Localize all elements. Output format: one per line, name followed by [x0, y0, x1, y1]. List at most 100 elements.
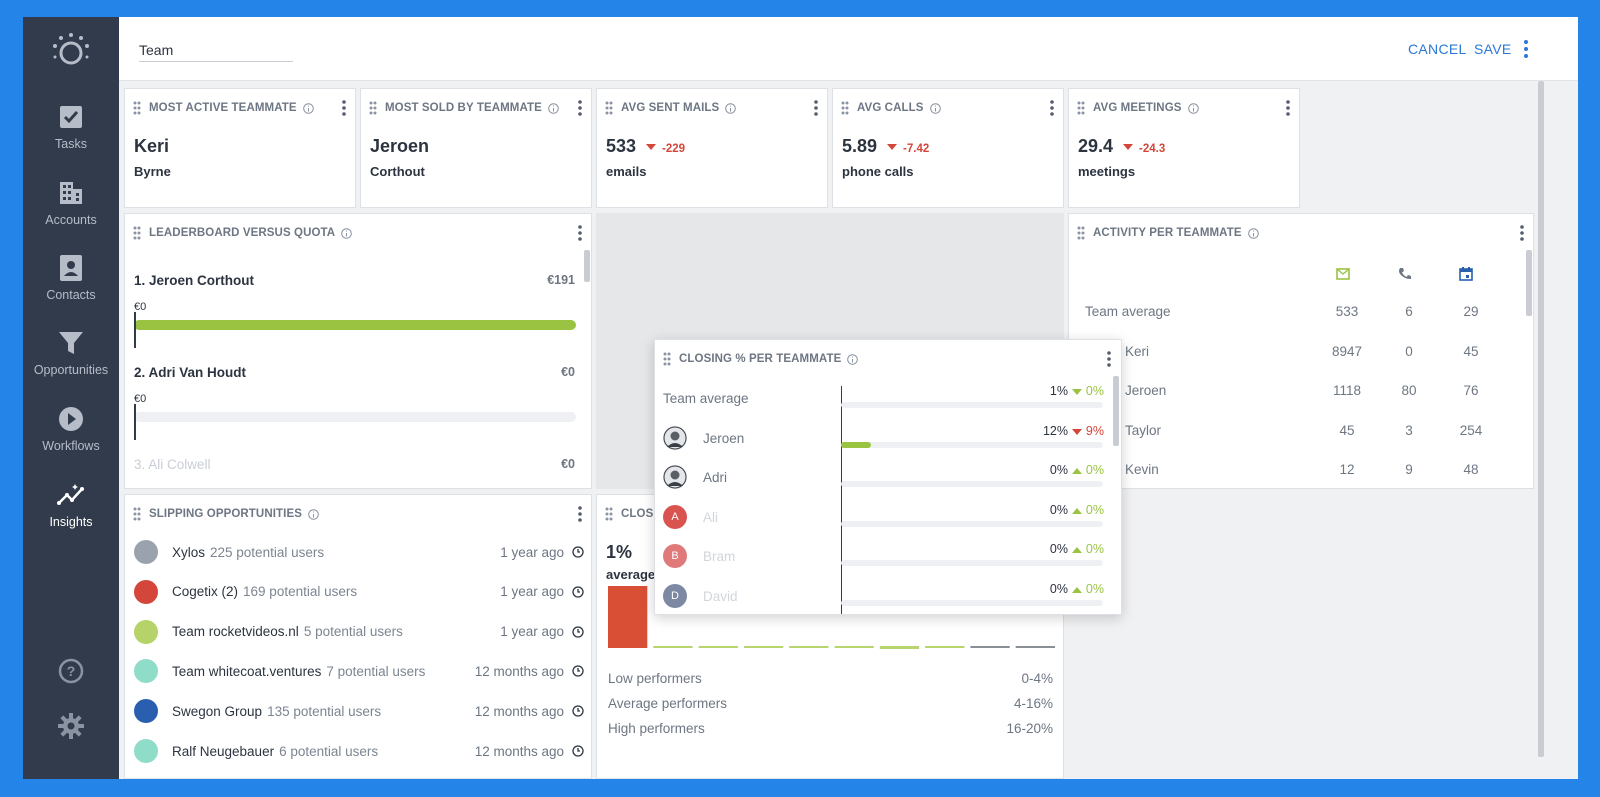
- drag-handle-icon[interactable]: [1077, 101, 1085, 115]
- card-menu-icon[interactable]: [1106, 350, 1112, 368]
- drag-handle-icon[interactable]: [605, 507, 613, 521]
- drag-handle-icon[interactable]: [841, 101, 849, 115]
- info-icon[interactable]: [1247, 227, 1259, 239]
- sidebar-item-tasks[interactable]: Tasks: [23, 103, 119, 175]
- logo-icon[interactable]: [51, 31, 91, 71]
- closing-row[interactable]: A Ali 0% 0%: [663, 503, 1118, 533]
- help-icon[interactable]: ?: [57, 657, 85, 685]
- drag-handle-icon[interactable]: [1077, 226, 1085, 240]
- info-icon[interactable]: [308, 508, 319, 520]
- activity-row[interactable]: Team average 533 6 29: [1085, 304, 1505, 324]
- sidebar-item-insights[interactable]: Insights: [23, 481, 119, 553]
- sidebar-item-contacts[interactable]: Contacts: [23, 254, 119, 326]
- leaderboard-track: [134, 412, 576, 422]
- app-window: Tasks Accounts Contacts Opportunities: [23, 17, 1578, 779]
- card-menu-icon[interactable]: [1049, 99, 1055, 117]
- closing-row[interactable]: B Bram 0% 0%: [663, 542, 1118, 572]
- card-menu-icon[interactable]: [577, 505, 583, 523]
- cancel-button[interactable]: CANCEL: [1408, 41, 1467, 57]
- closing-delta: 9%: [1085, 423, 1104, 438]
- closing-row[interactable]: Jeroen 12% 9%: [663, 424, 1118, 454]
- slipping-row[interactable]: Team rocketvideos.nl 5 potential users 1 y…: [134, 619, 584, 644]
- info-icon[interactable]: [929, 102, 941, 114]
- card-menu-icon[interactable]: [577, 224, 583, 242]
- slipping-row[interactable]: Swegon Group 135 potential users 12 months…: [134, 699, 584, 724]
- drag-handle-icon[interactable]: [133, 507, 141, 521]
- activity-card: ACTIVITY PER TEAMMATE Team average 533 6…: [1068, 213, 1534, 489]
- closing-per-teammate-card[interactable]: CLOSING % PER TEAMMATE Team average 1% 0%…: [654, 339, 1122, 615]
- mail-icon[interactable]: [1336, 268, 1350, 280]
- closing-delta-wrap: 9%: [1072, 424, 1104, 438]
- person-photo-icon: [663, 426, 687, 450]
- activity-row[interactable]: Jeroen 1118 80 76: [1085, 383, 1505, 403]
- closing-row[interactable]: D David 0% 0%: [663, 582, 1118, 612]
- main-scrollbar[interactable]: [1538, 81, 1544, 757]
- card-menu-icon[interactable]: [577, 99, 583, 117]
- distribution-baseline: [834, 646, 874, 648]
- closing-track: [841, 402, 1103, 408]
- sidebar-item-workflows[interactable]: Workflows: [23, 405, 119, 477]
- calendar-icon[interactable]: [1459, 267, 1473, 281]
- slipping-row[interactable]: Team whitecoat.ventures 7 potential users…: [134, 659, 584, 684]
- activity-mails: 45: [1339, 423, 1355, 438]
- closing-percentage: 0%: [1049, 542, 1068, 557]
- closing-row[interactable]: Adri 0% 0%: [663, 463, 1118, 493]
- activity-scrollbar[interactable]: [1526, 250, 1532, 316]
- slipping-row[interactable]: Xylos 225 potential users 1 year ago: [134, 540, 584, 564]
- info-icon[interactable]: [725, 102, 737, 114]
- activity-row[interactable]: Keri 8947 0 45: [1085, 344, 1505, 364]
- dashboard-title-input[interactable]: [139, 39, 293, 62]
- closing-distribution-chart: [608, 586, 1055, 649]
- card-menu-icon[interactable]: [341, 99, 347, 117]
- kpi-subtitle: Byrne: [134, 164, 171, 179]
- kpi-value-row: 533 -229: [606, 136, 685, 157]
- activity-name: Team average: [1085, 304, 1171, 319]
- closing-scrollbar[interactable]: [1113, 376, 1119, 446]
- leaderboard-scrollbar[interactable]: [584, 250, 590, 282]
- drag-handle-icon[interactable]: [133, 101, 141, 115]
- sidebar-item-opportunities[interactable]: Opportunities: [23, 329, 119, 401]
- phone-icon[interactable]: [1398, 267, 1412, 281]
- company-logo: [134, 739, 158, 763]
- activity-row[interactable]: Taylor 45 3 254: [1085, 423, 1505, 443]
- card-menu-icon[interactable]: [813, 99, 819, 117]
- save-button[interactable]: SAVE: [1474, 41, 1512, 57]
- activity-meetings: 76: [1463, 383, 1479, 398]
- activity-meetings: 45: [1463, 344, 1479, 359]
- performer-range: 0-4%: [1021, 671, 1053, 686]
- activity-row[interactable]: Kevin 12 9 48: [1085, 462, 1505, 482]
- kpi-delta: -7.42: [903, 143, 930, 155]
- closing-row[interactable]: Team average 1% 0%: [663, 384, 1118, 414]
- closing-percentage: 0%: [1049, 582, 1068, 596]
- card-title: AVG SENT MAILS: [621, 102, 720, 114]
- drag-handle-icon[interactable]: [133, 226, 141, 240]
- more-options-icon[interactable]: [1522, 39, 1530, 59]
- kpi-value: Keri: [134, 136, 170, 156]
- accounts-icon: [60, 182, 82, 204]
- info-icon[interactable]: [1187, 102, 1199, 114]
- drag-handle-icon[interactable]: [605, 101, 613, 115]
- gear-icon[interactable]: [57, 712, 85, 740]
- company-logo: [134, 619, 158, 644]
- potential-users: 7 potential users: [326, 663, 426, 679]
- drag-handle-icon[interactable]: [369, 101, 377, 115]
- closing-delta: 0%: [1085, 502, 1104, 517]
- card-title: AVG MEETINGS: [1093, 102, 1182, 114]
- info-icon[interactable]: [548, 102, 559, 114]
- company-logo: [134, 699, 158, 724]
- closing-delta-wrap: 0%: [1072, 463, 1104, 477]
- slipping-row[interactable]: Cogetix (2) 169 potential users 1 year ago: [134, 579, 584, 604]
- card-menu-icon[interactable]: [1285, 99, 1291, 117]
- sidebar-item-label: Tasks: [55, 137, 87, 151]
- slipping-row[interactable]: Ralf Neugebauer 6 potential users 12 month…: [134, 739, 584, 763]
- card-menu-icon[interactable]: [1519, 224, 1525, 242]
- info-icon[interactable]: [302, 102, 314, 114]
- sidebar-item-label: Accounts: [45, 213, 97, 227]
- info-icon[interactable]: [341, 227, 353, 239]
- info-icon[interactable]: [847, 353, 859, 365]
- drag-handle-icon[interactable]: [663, 352, 671, 366]
- closing-percentage: 12%: [1042, 423, 1068, 438]
- funnel-icon: [59, 332, 83, 354]
- sidebar-item-accounts[interactable]: Accounts: [23, 179, 119, 251]
- kpi-subtitle: Corthout: [370, 164, 425, 179]
